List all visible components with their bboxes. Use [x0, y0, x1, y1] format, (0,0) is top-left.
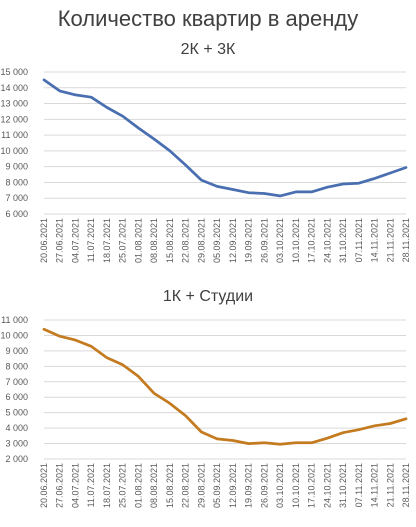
- x-tick-label: 05.09.2021: [212, 218, 222, 263]
- x-tick-label: 08.08.2021: [149, 218, 159, 263]
- y-tick-label: 14 000: [0, 83, 28, 93]
- x-tick-label: 25.07.2021: [118, 463, 128, 508]
- chart-subtitle: 2К + 3К: [181, 41, 236, 58]
- x-tick-label: 18.07.2021: [102, 463, 112, 508]
- x-tick-label: 14.11.2021: [370, 218, 380, 262]
- x-tick-label: 22.08.2021: [181, 218, 191, 263]
- x-tick-label: 31.10.2021: [338, 218, 348, 263]
- x-tick-label: 12.09.2021: [228, 218, 238, 263]
- y-tick-label: 6 000: [5, 209, 28, 219]
- x-tick-label: 21.11.2021: [385, 463, 395, 507]
- x-tick-label: 03.10.2021: [275, 463, 285, 508]
- x-tick-label: 28.11.2021: [401, 463, 411, 507]
- series-line: [42, 78, 408, 198]
- x-tick-label: 19.09.2021: [244, 218, 254, 263]
- x-tick-label: 07.11.2021: [354, 218, 364, 262]
- x-tick-label: 01.08.2021: [133, 218, 143, 263]
- x-tick-label: 10.10.2021: [291, 463, 301, 508]
- x-tick-label: 07.11.2021: [354, 463, 364, 507]
- x-tick-label: 11.07.2021: [86, 218, 96, 262]
- x-tick-label: 17.10.2021: [307, 218, 317, 263]
- y-tick-label: 9 000: [5, 162, 28, 172]
- y-tick-label: 3 000: [5, 439, 28, 449]
- y-tick-label: 6 000: [5, 392, 28, 402]
- y-tick-label: 11 000: [1, 315, 28, 325]
- y-tick-label: 8 000: [5, 177, 28, 187]
- x-tick-label: 19.09.2021: [244, 463, 254, 508]
- x-tick-label: 29.08.2021: [196, 463, 206, 508]
- y-tick-label: 12 000: [0, 114, 28, 124]
- x-tick-label: 18.07.2021: [102, 218, 112, 263]
- x-tick-label: 20.06.2021: [39, 463, 49, 508]
- x-tick-label: 25.07.2021: [118, 218, 128, 263]
- chart-1k-studios: 1К + Студии 2 000 3 000 4 000 5 000 6 000 7 00…: [0, 288, 411, 508]
- y-tick-label: 4 000: [5, 423, 28, 433]
- x-tick-label: 29.08.2021: [196, 218, 206, 263]
- x-tick-label: 21.11.2021: [385, 218, 395, 262]
- x-tick-label: 08.08.2021: [149, 463, 159, 508]
- chart-subtitle: 1К + Студии: [163, 288, 253, 305]
- x-tick-label: 03.10.2021: [275, 218, 285, 263]
- x-tick-label: 24.10.2021: [322, 218, 332, 263]
- y-tick-label: 7 000: [5, 193, 28, 203]
- y-tick-label: 5 000: [5, 408, 28, 418]
- x-tick-label: 12.09.2021: [228, 463, 238, 508]
- x-tick-label: 15.08.2021: [165, 218, 175, 263]
- x-tick-label: 10.10.2021: [291, 218, 301, 263]
- x-tick-label: 14.11.2021: [370, 463, 380, 507]
- y-tick-label: 13 000: [0, 99, 28, 109]
- x-tick-label: 27.06.2021: [55, 463, 65, 508]
- chart-2k-3k: 2К + 3К 6 000 7 000 8 000 9 000 10 000 11 000 1…: [0, 41, 411, 263]
- y-tick-label: 10 000: [0, 330, 28, 340]
- x-tick-label: 20.06.2021: [39, 218, 49, 263]
- y-tick-label: 10 000: [0, 146, 28, 156]
- y-tick-label: 15 000: [0, 67, 28, 77]
- y-tick-label: 2 000: [5, 454, 28, 464]
- x-tick-label: 26.09.2021: [259, 218, 269, 263]
- x-tick-label: 17.10.2021: [307, 463, 317, 508]
- x-tick-label: 01.08.2021: [133, 463, 143, 508]
- x-tick-label: 11.07.2021: [86, 463, 96, 507]
- x-tick-label: 04.07.2021: [70, 218, 80, 263]
- y-tick-label: 11 000: [1, 130, 28, 140]
- y-tick-label: 8 000: [5, 361, 28, 371]
- page-title: Количество квартир в аренду: [57, 6, 359, 31]
- x-tick-label: 28.11.2021: [401, 218, 411, 262]
- x-tick-label: 26.09.2021: [259, 463, 269, 508]
- x-tick-label: 15.08.2021: [165, 463, 175, 508]
- x-tick-label: 22.08.2021: [181, 463, 191, 508]
- x-tick-label: 31.10.2021: [338, 463, 348, 508]
- series-line: [42, 327, 408, 446]
- y-tick-label: 7 000: [5, 377, 28, 387]
- x-tick-label: 05.09.2021: [212, 463, 222, 508]
- x-tick-label: 24.10.2021: [322, 463, 332, 508]
- x-tick-label: 04.07.2021: [70, 463, 80, 508]
- x-tick-label: 27.06.2021: [55, 218, 65, 263]
- y-tick-label: 9 000: [5, 346, 28, 356]
